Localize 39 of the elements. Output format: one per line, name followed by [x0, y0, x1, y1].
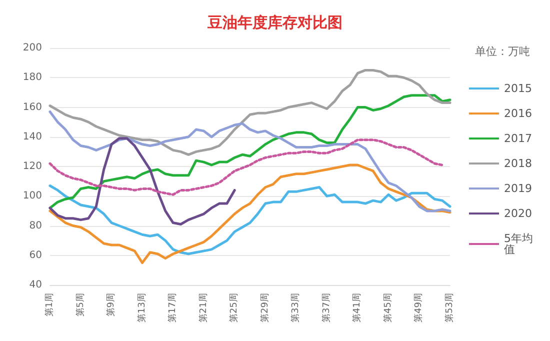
x-tick-label: 第49周 — [413, 293, 424, 322]
x-tick-label: 第37周 — [320, 293, 332, 322]
line-series — [48, 94, 452, 210]
legend-label: 2019 — [504, 182, 532, 195]
line-series — [48, 137, 236, 226]
x-tick-label: 第1周 — [44, 293, 55, 317]
y-tick-label: 40 — [29, 280, 42, 290]
y-tick-label: 120 — [22, 161, 42, 172]
x-tick-label: 第5周 — [74, 293, 86, 317]
line-series — [48, 110, 452, 212]
x-tick-label: 第53周 — [444, 293, 455, 322]
legend-label: 2016 — [504, 107, 532, 120]
line-series — [48, 138, 444, 196]
y-tick-label: 60 — [29, 250, 42, 261]
x-tick-label: 第29周 — [259, 293, 270, 322]
legend-label: 2015 — [504, 82, 532, 95]
x-tick-label: 第17周 — [167, 293, 178, 322]
x-tick-label: 第9周 — [106, 293, 117, 317]
chart-title: 豆油年度库存对比图 — [206, 14, 342, 32]
x-tick-label: 第13周 — [136, 293, 148, 322]
y-tick-label: 100 — [22, 190, 42, 202]
y-tick-label: 80 — [29, 220, 42, 232]
text: 单位：万吨 — [475, 45, 530, 58]
x-tick-label: 第21周 — [198, 293, 209, 322]
line-series — [48, 68, 452, 156]
x-tick-label: 第45周 — [382, 293, 394, 322]
x-tick-label: 第33周 — [290, 293, 302, 322]
legend-label: 2018 — [504, 157, 532, 170]
y-tick-label: 140 — [22, 131, 42, 142]
legend-label: 5年均值 — [504, 232, 533, 256]
y-tick-label: 200 — [22, 42, 42, 54]
x-tick-label: 第25周 — [228, 293, 240, 322]
y-tick-label: 180 — [22, 72, 42, 84]
x-tick-label: 第41周 — [352, 293, 363, 322]
legend-label: 2017 — [504, 132, 532, 145]
line-series — [48, 184, 452, 256]
legend-label: 2020 — [504, 207, 532, 220]
y-tick-label: 160 — [22, 102, 42, 113]
line-series — [48, 164, 452, 264]
